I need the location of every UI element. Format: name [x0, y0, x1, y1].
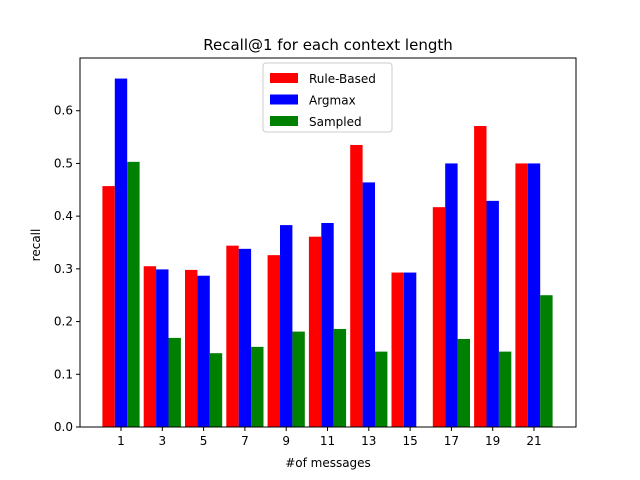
- y-tick-label: 0.3: [54, 262, 73, 276]
- bar-sampled-17: [457, 338, 470, 427]
- bar-argmax-19: [486, 200, 499, 427]
- legend-label-sampled: Sampled: [309, 115, 362, 129]
- bar-sampled-1: [127, 161, 140, 427]
- x-tick-label: 21: [526, 434, 541, 448]
- bar-argmax-17: [445, 163, 458, 427]
- legend-swatch-sampled: [270, 116, 298, 126]
- legend-swatch-argmax: [270, 94, 298, 105]
- bar-argmax-3: [156, 269, 169, 427]
- bar-rule-based-5: [185, 269, 198, 427]
- bar-rule-based-1: [102, 186, 115, 427]
- x-tick-label: 1: [117, 434, 125, 448]
- legend-label-argmax: Argmax: [309, 94, 356, 108]
- bar-rule-based-11: [308, 236, 322, 427]
- y-tick-label: 0.4: [54, 209, 73, 223]
- legend: Rule-Based Argmax Sampled: [262, 62, 393, 133]
- bar-sampled-7: [251, 346, 264, 427]
- bar-sampled-19: [498, 351, 512, 427]
- legend-label-rule-based: Rule-Based: [309, 72, 376, 86]
- bar-argmax-5: [197, 275, 210, 427]
- x-tick-label: 9: [282, 434, 290, 448]
- bar-rule-based-9: [267, 255, 280, 427]
- bar-rule-based-17: [432, 207, 446, 427]
- bar-sampled-13: [375, 351, 388, 427]
- x-tick-label: 11: [320, 434, 335, 448]
- legend-swatch-rule-based: [270, 73, 298, 83]
- bar-argmax-9: [280, 225, 293, 427]
- y-tick-label: 0.2: [54, 315, 73, 329]
- chart-title: Recall@1 for each context length: [203, 36, 453, 54]
- bar-argmax-7: [238, 248, 252, 427]
- bar-rule-based-15: [391, 272, 404, 427]
- y-axis-label: recall: [29, 229, 43, 262]
- axes-group: 0.00.10.20.30.40.50.61 3 5 7 9 11 13 15 17 19 21: [54, 57, 577, 448]
- x-tick-label: 5: [200, 434, 208, 448]
- bar-sampled-5: [209, 353, 223, 427]
- bar-sampled-3: [168, 337, 181, 427]
- x-tick-label: 13: [361, 434, 376, 448]
- x-tick-label: 19: [485, 434, 500, 448]
- bar-argmax-1: [114, 78, 128, 427]
- bar-rule-based-13: [350, 144, 363, 428]
- bar-argmax-15: [403, 272, 417, 427]
- bar-sampled-11: [333, 328, 347, 427]
- bar-rule-based-19: [474, 126, 487, 427]
- x-tick-label: 7: [241, 434, 249, 448]
- bar-rule-based-3: [143, 266, 157, 427]
- bar-rule-based-21: [515, 163, 528, 427]
- y-tick-label: 0.6: [54, 104, 73, 118]
- x-tick-label: 3: [158, 434, 166, 448]
- y-tick-label: 0.1: [54, 367, 73, 381]
- x-axis-label: #of messages: [285, 456, 371, 470]
- y-tick-label: 0.5: [54, 156, 73, 170]
- x-tick-label: 17: [444, 434, 459, 448]
- bar-argmax-13: [362, 182, 375, 427]
- bar-rule-based-7: [226, 245, 239, 427]
- bar-argmax-21: [527, 163, 541, 427]
- bar-argmax-11: [321, 223, 334, 427]
- x-tick-label: 15: [402, 434, 417, 448]
- bar-sampled-9: [292, 331, 305, 427]
- bar-sampled-21: [540, 295, 553, 427]
- y-tick-label: 0.0: [54, 420, 73, 434]
- bars-group: [102, 78, 553, 428]
